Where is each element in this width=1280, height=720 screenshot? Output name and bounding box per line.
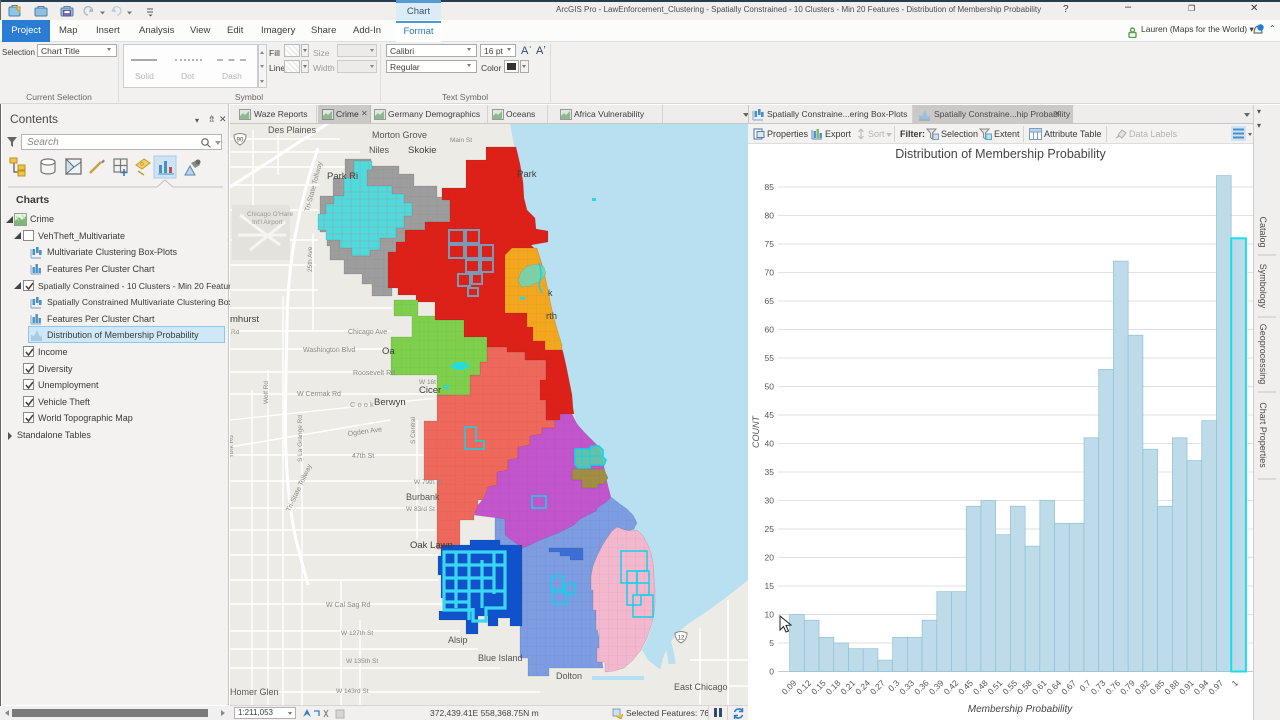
svg-text:Membership Probability: Membership Probability [968, 704, 1073, 715]
svg-text:20: 20 [765, 553, 775, 563]
svg-text:0.67: 0.67 [1059, 678, 1078, 697]
svg-text:0.27: 0.27 [868, 678, 887, 697]
svg-text:12: 12 [678, 636, 685, 642]
svg-text:Chicago O'Hare: Chicago O'Hare [247, 211, 293, 218]
svg-text:Washington Blvd: Washington Blvd [303, 347, 355, 354]
svg-text:W 135th St: W 135th St [346, 658, 378, 665]
svg-text:1: 1 [1230, 678, 1241, 689]
svg-text:Blue Island: Blue Island [478, 653, 523, 663]
svg-text:mhurst: mhurst [230, 314, 259, 325]
svg-text:90: 90 [237, 138, 244, 144]
svg-text:65: 65 [765, 296, 775, 306]
svg-text:Niles: Niles [369, 145, 390, 155]
svg-text:25th Ave: 25th Ave [307, 246, 314, 272]
svg-text:East Chicago: East Chicago [674, 682, 728, 692]
svg-text:Rd: Rd [231, 329, 240, 336]
svg-text:Geoprocessing: Geoprocessing [1258, 324, 1268, 385]
svg-text:W 79th St: W 79th St [414, 479, 443, 486]
svg-text:Oak Lawn: Oak Lawn [410, 540, 453, 551]
svg-text:47th St: 47th St [352, 453, 374, 460]
svg-text:W 143rd St: W 143rd St [336, 688, 369, 695]
svg-text:30: 30 [765, 496, 775, 506]
svg-text:Catalog: Catalog [1258, 216, 1268, 247]
svg-text:Int'l Airport: Int'l Airport [252, 219, 283, 226]
svg-text:10: 10 [765, 610, 775, 620]
svg-text:York Rd: York Rd [230, 435, 235, 458]
svg-text:Alsip: Alsip [448, 635, 468, 645]
svg-text:Berwyn: Berwyn [374, 397, 406, 408]
svg-text:35: 35 [765, 467, 775, 477]
svg-text:Chart Properties: Chart Properties [1258, 402, 1268, 468]
svg-text:Wolf Rd: Wolf Rd [263, 381, 270, 404]
svg-text:45: 45 [765, 410, 775, 420]
svg-text:25: 25 [765, 524, 775, 534]
svg-text:5: 5 [769, 638, 774, 648]
svg-text:Des Plaines: Des Plaines [268, 125, 317, 135]
svg-text:55: 55 [765, 353, 775, 363]
svg-text:rth: rth [546, 311, 557, 322]
svg-text:Dolton: Dolton [556, 671, 582, 681]
svg-text:C o o k: C o o k [350, 400, 374, 409]
svg-text:Main St: Main St [450, 137, 472, 144]
svg-text:S La Grange Rd: S La Grange Rd [297, 415, 304, 462]
svg-text:W 16t: W 16t [419, 379, 436, 386]
svg-text:85: 85 [765, 182, 775, 192]
svg-text:Oa: Oa [382, 346, 395, 357]
svg-text:Park: Park [517, 169, 537, 180]
svg-text:S Central: S Central [410, 416, 417, 444]
svg-text:W 127th St: W 127th St [341, 630, 373, 637]
svg-text:W 83rd St: W 83rd St [406, 506, 435, 513]
svg-text:Roosevelt Rd: Roosevelt Rd [353, 370, 395, 377]
svg-text:Skokie: Skokie [408, 145, 437, 156]
svg-text:Symbology: Symbology [1258, 264, 1268, 309]
svg-text:W Cal Sag Rd: W Cal Sag Rd [326, 602, 370, 609]
svg-text:Chicago Ave: Chicago Ave [348, 329, 387, 336]
svg-text:0: 0 [769, 667, 774, 677]
svg-text:Ogden Ave: Ogden Ave [347, 426, 382, 438]
svg-text:50: 50 [765, 382, 775, 392]
svg-text:Homer Glen: Homer Glen [230, 687, 279, 697]
svg-text:COUNT: COUNT [751, 415, 761, 448]
svg-text:60: 60 [765, 325, 775, 335]
svg-text:75: 75 [765, 239, 775, 249]
svg-text:Burbank: Burbank [406, 492, 440, 502]
svg-text:W Cermak Rd: W Cermak Rd [297, 391, 341, 398]
svg-text:Morton Grove: Morton Grove [372, 130, 427, 140]
svg-text:Park Ri: Park Ri [327, 171, 358, 182]
svg-text:70: 70 [765, 268, 775, 278]
svg-text:k: k [548, 288, 553, 298]
svg-text:0.97: 0.97 [1206, 678, 1225, 697]
svg-text:80: 80 [765, 211, 775, 221]
svg-text:Cicer: Cicer [419, 385, 441, 396]
svg-text:40: 40 [765, 439, 775, 449]
svg-text:15: 15 [765, 581, 775, 591]
